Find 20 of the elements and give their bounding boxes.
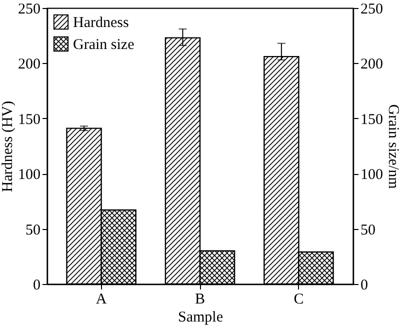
y-tick-label: 0 <box>33 278 40 294</box>
x-tick-label: C <box>294 292 304 308</box>
y2-tick-label: 150 <box>360 112 383 128</box>
y-tick-label: 150 <box>18 112 40 128</box>
y-tick-label: 200 <box>18 56 40 73</box>
y-tick-label: 100 <box>18 167 40 184</box>
y2-tick-label: 0 <box>360 278 368 294</box>
y2-tick-label: 200 <box>360 56 383 73</box>
y-tick-label: 250 <box>18 2 40 18</box>
y-tick-label: 50 <box>26 222 40 238</box>
y2-axis-title: Grain size/nm <box>385 104 400 190</box>
x-tick-label: A <box>96 292 107 308</box>
x-tick-label: B <box>194 292 206 308</box>
y2-tick-label: 50 <box>360 222 376 238</box>
x-axis-title: Sample <box>178 310 224 326</box>
y2-tick-label: 250 <box>360 2 383 18</box>
legend-label: Hardness <box>73 15 129 31</box>
y2-tick-label: 100 <box>360 167 383 184</box>
legend-label: Grain size <box>73 37 135 53</box>
y-axis-title: Hardness (HV) <box>0 100 16 192</box>
